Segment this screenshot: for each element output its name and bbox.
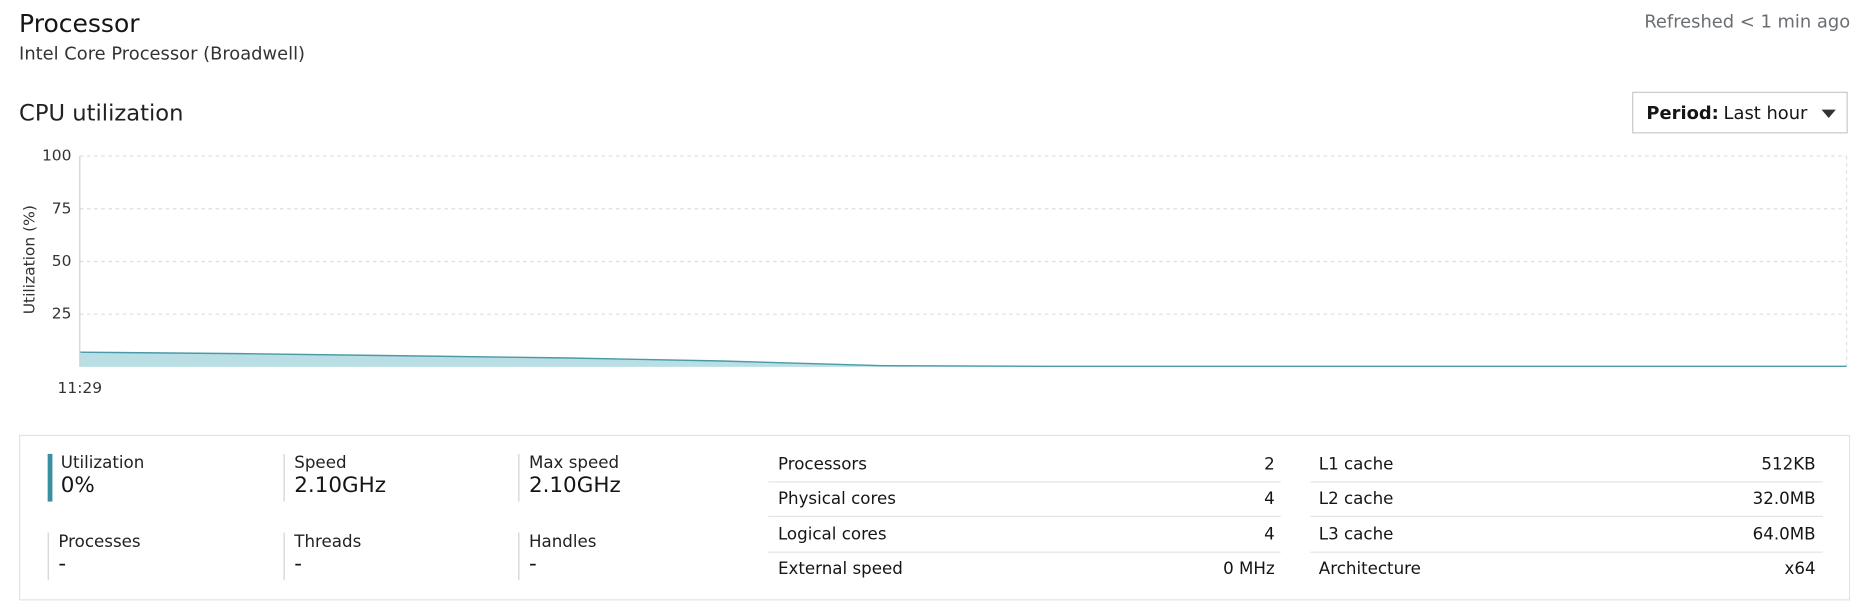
- y-tick-label: 25: [52, 305, 72, 323]
- spec-value: 512KB: [1761, 455, 1816, 475]
- refresh-status: Refreshed < 1 min ago: [1644, 10, 1851, 33]
- spec-label: Physical cores: [777, 489, 896, 510]
- spec-value: 64.0MB: [1752, 524, 1816, 544]
- x-tick-label: 11:29: [58, 379, 103, 397]
- stat-value: 2.10GHz: [528, 472, 621, 498]
- stat-card: Handles -: [518, 532, 597, 581]
- period-dropdown[interactable]: Period: Last hour: [1632, 91, 1848, 134]
- spec-value: 2: [1264, 455, 1275, 475]
- caret: [1821, 109, 1836, 118]
- chart-title: CPU utilization: [19, 100, 184, 127]
- area-fill: [79, 352, 1847, 367]
- area-line: [79, 351, 1847, 368]
- spec-row: L3 cache 64.0MB: [1310, 518, 1823, 553]
- stat-label: Speed: [294, 453, 347, 473]
- spec-row: External speed 0 MHz: [768, 553, 1280, 588]
- stat-value: -: [58, 551, 67, 577]
- y-tick-label: 50: [52, 252, 72, 270]
- stat-card: Processes -: [47, 532, 141, 581]
- stat-value: 2.10GHz: [294, 472, 387, 498]
- page-title: Processor: [19, 9, 140, 39]
- y-tick-label: 100: [42, 147, 72, 165]
- chart: 25 50 75 100 Utilization (%) 11:29: [20, 147, 1848, 397]
- stat-label: Threads: [294, 532, 362, 552]
- spec-row: L2 cache 32.0MB: [1310, 483, 1823, 518]
- stat-card: Speed 2.10GHz: [283, 453, 387, 502]
- spec-row: Logical cores 4: [768, 518, 1281, 553]
- spec-value: 4: [1264, 489, 1275, 510]
- y-tick-label: 75: [52, 199, 72, 217]
- spec-value: x64: [1784, 560, 1816, 580]
- stat-label: Max speed: [528, 453, 620, 473]
- stat-value: -: [294, 551, 303, 577]
- subtitle: Intel Core Processor (Broadwell): [19, 42, 306, 65]
- spec-row: Architecture x64: [1310, 553, 1822, 588]
- stat-card: Max speed 2.10GHz: [518, 453, 621, 502]
- spec-value: 32.0MB: [1752, 489, 1816, 510]
- stat-card: Utilization 0%: [47, 453, 145, 502]
- stat-label: Processes: [58, 532, 141, 552]
- spec-row: Physical cores 4: [768, 483, 1281, 518]
- spec-row: Processors 2: [768, 448, 1281, 483]
- period-value: Last hour: [1723, 101, 1808, 124]
- stat-value: 0%: [60, 472, 95, 498]
- spec-label: Processors: [777, 455, 867, 475]
- spec-value: 4: [1264, 524, 1275, 544]
- stat-label: Utilization: [60, 453, 145, 473]
- spec-value: 0 MHz: [1223, 560, 1275, 580]
- stat-card: Threads -: [283, 532, 362, 581]
- period-label: Period:: [1646, 101, 1719, 124]
- spec-label: External speed: [777, 560, 903, 580]
- spec-label: Logical cores: [777, 524, 887, 544]
- y-axis-title: Utilization (%): [20, 205, 38, 314]
- stat-value: -: [528, 551, 537, 577]
- stat-label: Handles: [528, 532, 597, 552]
- spec-label: L2 cache: [1318, 489, 1394, 510]
- spec-row: L1 cache 512KB: [1310, 448, 1823, 483]
- spec-label: Architecture: [1318, 560, 1421, 580]
- stats-panel: Utilization 0% Speed 2.10GHz Max speed 2.10GH…: [19, 434, 1851, 601]
- spec-label: L1 cache: [1318, 455, 1394, 475]
- spec-label: L3 cache: [1318, 524, 1394, 544]
